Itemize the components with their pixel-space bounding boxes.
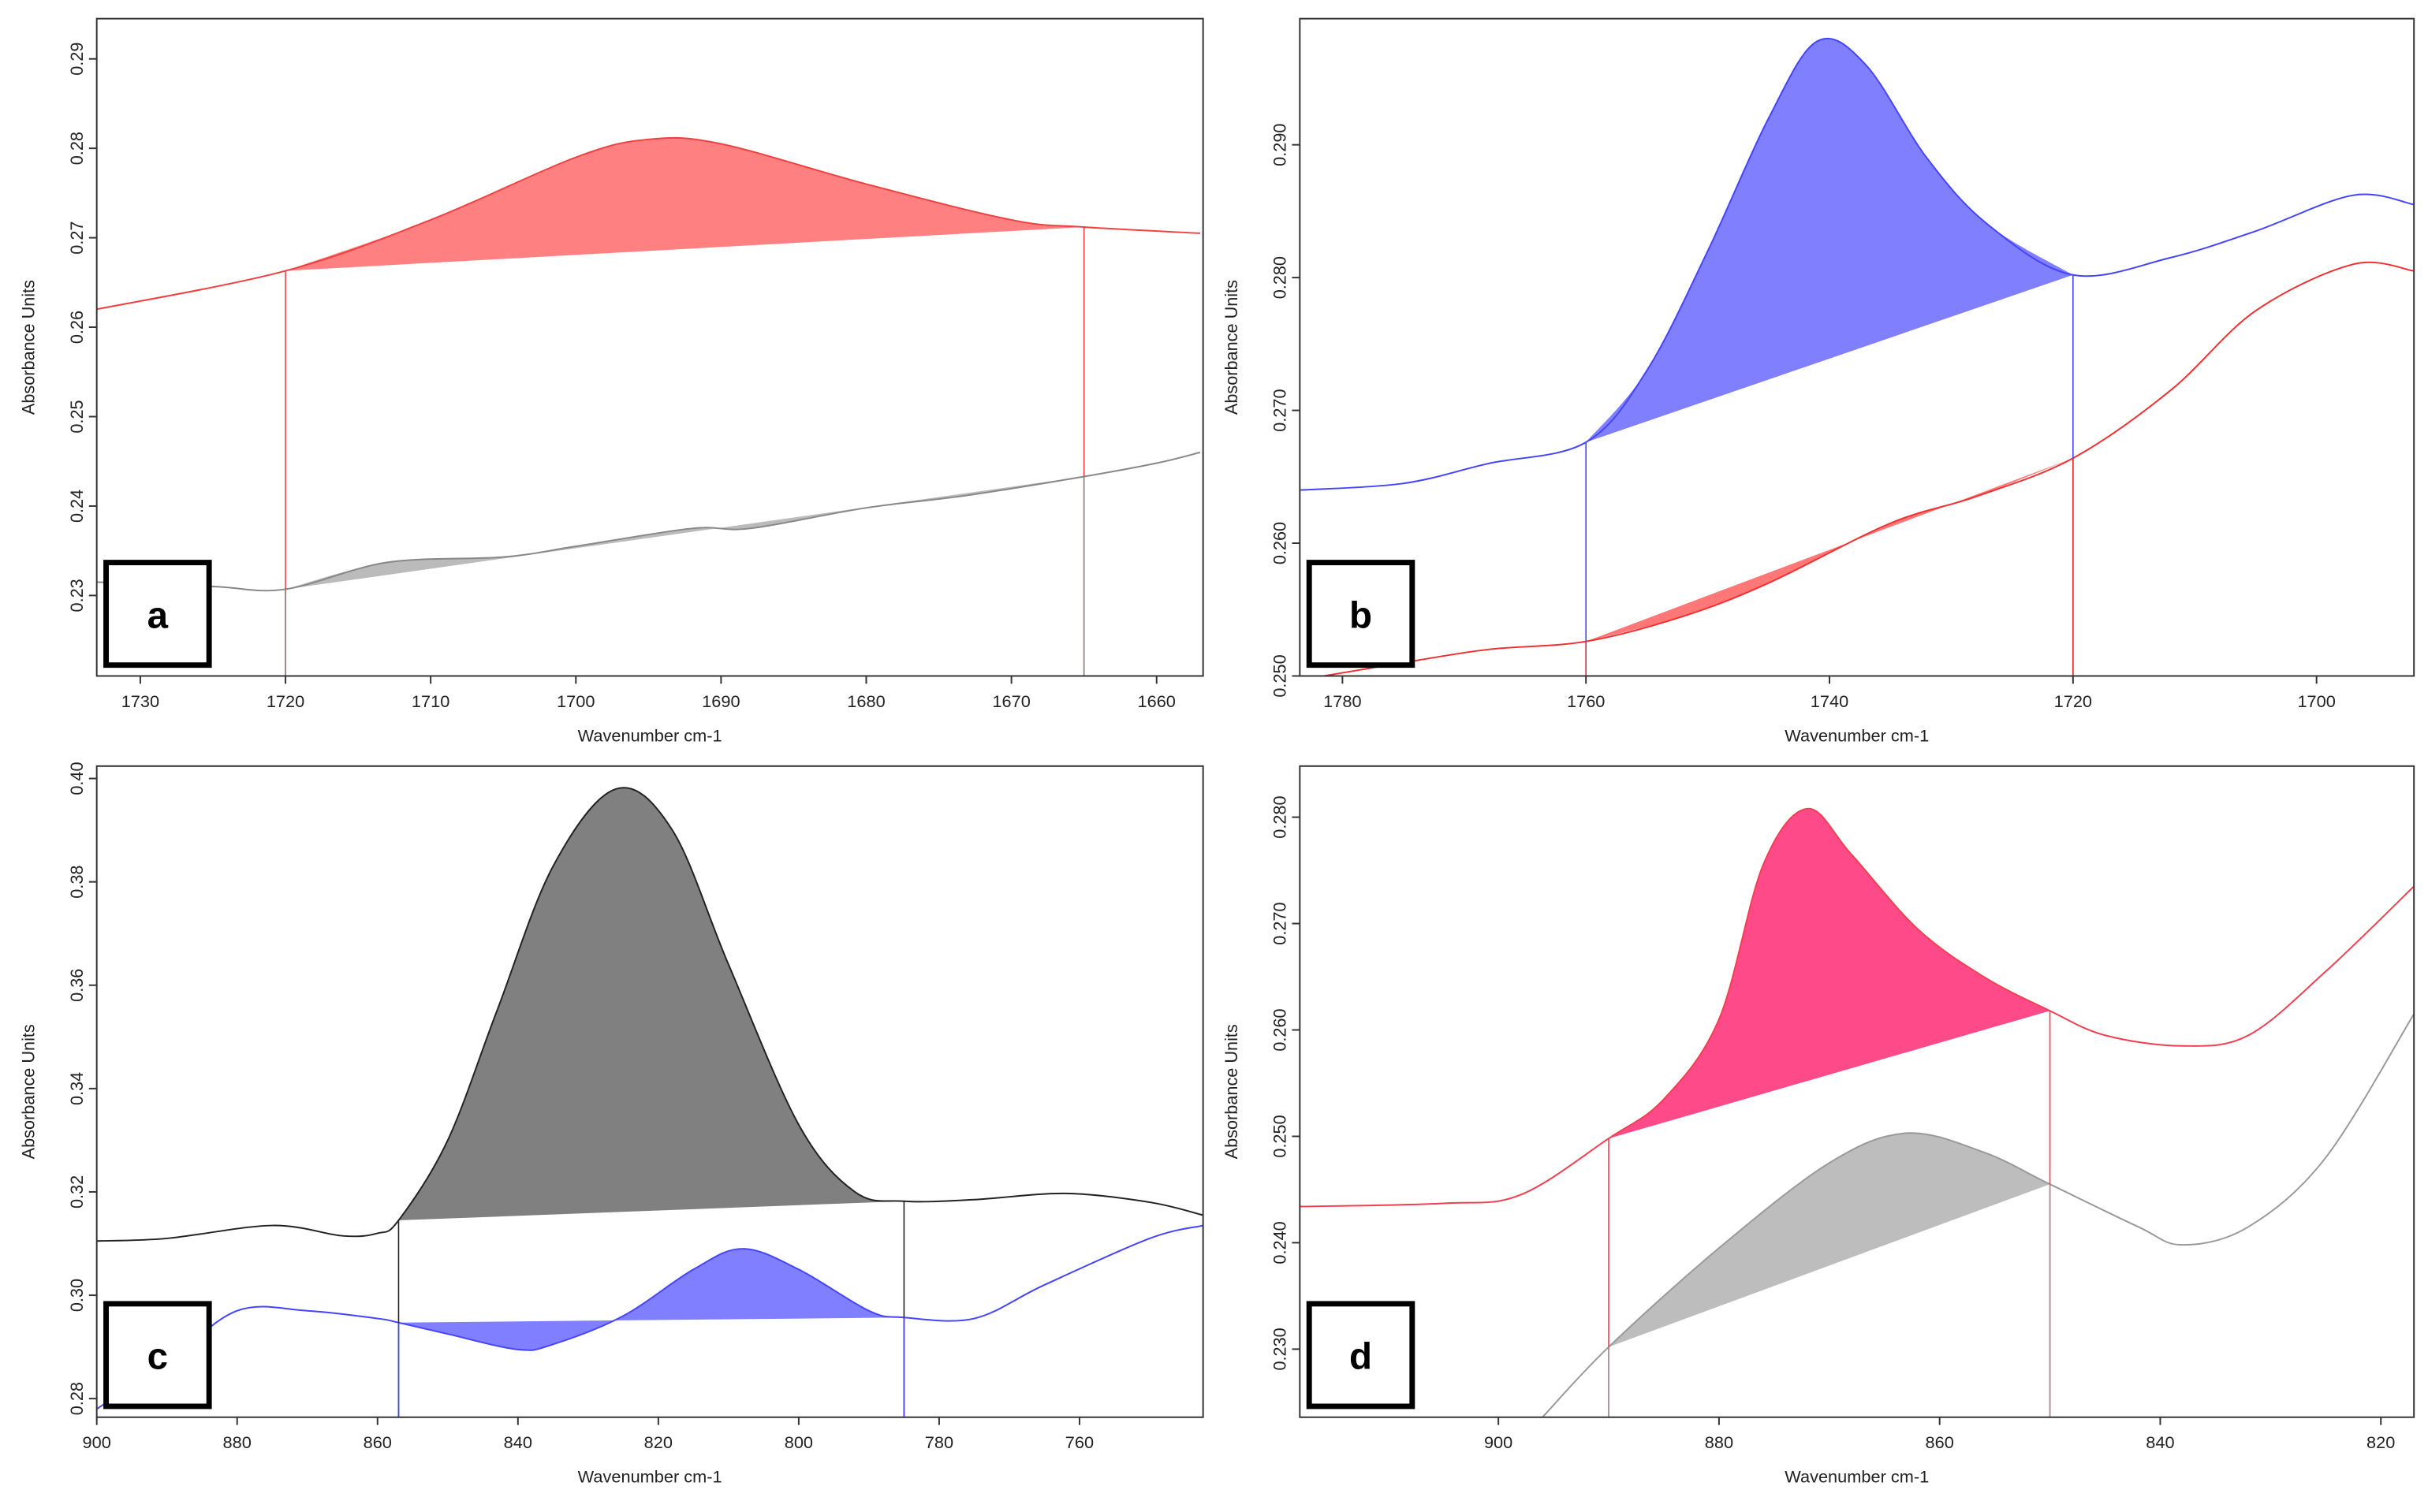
x-tick-label: 860	[1926, 1432, 1954, 1452]
panel-label-box	[1306, 560, 1415, 668]
x-tick-label: 1740	[1811, 691, 1848, 711]
x-axis-label: Wavenumber cm-1	[578, 1467, 722, 1487]
spectrum-line	[96, 451, 1201, 592]
x-tick-label: 760	[1065, 1432, 1094, 1452]
y-tick-label: 0.38	[67, 866, 87, 899]
y-tick-label: 0.40	[67, 762, 87, 795]
y-axis-label: Absorbance Units	[1221, 1024, 1241, 1159]
y-tick-label: 0.26	[67, 311, 87, 344]
integrated-area	[285, 476, 1084, 590]
spectrum-line	[96, 787, 1203, 1242]
x-tick-label: 840	[2146, 1432, 2174, 1452]
y-tick-label: 0.280	[1270, 795, 1289, 838]
panel-label-box	[1306, 1301, 1415, 1410]
panel-label: b	[1349, 594, 1372, 636]
x-tick-label: 900	[83, 1432, 111, 1452]
y-tick-label: 0.230	[1270, 1328, 1289, 1370]
y-tick-label: 0.36	[67, 969, 87, 1002]
x-tick-label: 1720	[2054, 691, 2092, 711]
y-tick-label: 0.290	[1270, 124, 1289, 166]
panel-label-box	[103, 1301, 212, 1410]
x-tick-label: 1720	[267, 691, 304, 711]
y-tick-label: 0.280	[1270, 256, 1289, 299]
y-tick-label: 0.28	[67, 132, 87, 165]
y-tick-label: 0.32	[67, 1175, 87, 1208]
plot-frame	[1299, 765, 2415, 1418]
integrated-area	[398, 788, 904, 1221]
y-tick-label: 0.250	[1270, 654, 1289, 697]
y-tick-label: 0.28	[67, 1382, 87, 1415]
y-tick-label: 0.240	[1270, 1221, 1289, 1264]
y-axis-label: Absorbance Units	[18, 280, 38, 415]
plot-frame	[1299, 17, 2415, 677]
panel-label: a	[147, 594, 169, 636]
plot-area	[1300, 807, 2415, 1417]
integrated-area	[398, 1249, 904, 1350]
x-tick-label: 820	[2366, 1432, 2395, 1452]
y-tick-label: 0.250	[1270, 1115, 1289, 1157]
spectrum-line	[1542, 1013, 2415, 1417]
panel-label: c	[147, 1336, 168, 1378]
integrated-area	[285, 137, 1084, 271]
plot-area	[96, 787, 1203, 1417]
y-tick-label: 0.30	[67, 1279, 87, 1312]
x-axis-label: Wavenumber cm-1	[1785, 1467, 1929, 1487]
integrated-area	[1609, 1133, 2050, 1347]
y-axis-label: Absorbance Units	[18, 1024, 38, 1159]
x-axis-label: Wavenumber cm-1	[578, 725, 722, 745]
y-tick-label: 0.270	[1270, 902, 1289, 944]
plot-area	[1300, 37, 2415, 676]
x-tick-label: 1710	[412, 691, 449, 711]
x-tick-label: 860	[364, 1432, 392, 1452]
x-tick-label: 780	[925, 1432, 953, 1452]
x-tick-label: 1780	[1323, 691, 1361, 711]
y-axis-label: Absorbance Units	[1221, 280, 1241, 415]
integrated-area	[1586, 458, 2073, 642]
x-tick-label: 880	[223, 1432, 252, 1452]
y-tick-label: 0.27	[67, 221, 87, 254]
spectrum-line	[1300, 37, 2415, 491]
x-tick-label: 880	[1705, 1432, 1733, 1452]
x-tick-label: 820	[644, 1432, 673, 1452]
panel: 1730 1720 1710 1700 1690 1680 1670 1660 0.23 0.24…	[18, 17, 1204, 745]
spectrum-line	[96, 1224, 1203, 1410]
plot-area	[96, 136, 1201, 676]
panel: 900 880 860 840 820 0.230 0.240 0.250 0.260 0.270…	[1221, 765, 2415, 1487]
panel-label: d	[1349, 1336, 1372, 1378]
integrated-area	[1609, 808, 2050, 1139]
panel-label-box	[103, 560, 212, 668]
plot-frame	[95, 17, 1204, 677]
y-tick-label: 0.34	[67, 1072, 87, 1105]
x-tick-label: 1660	[1138, 691, 1176, 711]
x-tick-label: 1690	[702, 691, 740, 711]
x-axis-label: Wavenumber cm-1	[1785, 725, 1929, 745]
integrated-area	[1586, 38, 2073, 443]
x-tick-label: 900	[1484, 1432, 1512, 1452]
x-tick-label: 1680	[847, 691, 885, 711]
x-tick-label: 1700	[2297, 691, 2335, 711]
spectrum-line	[96, 136, 1201, 311]
x-tick-label: 1760	[1567, 691, 1605, 711]
spectrum-line	[1318, 261, 2415, 676]
plot-frame	[95, 765, 1204, 1418]
y-tick-label: 0.260	[1270, 1008, 1289, 1051]
panel: 1780 1760 1740 1720 1700 0.250 0.260 0.270 0.280…	[1221, 17, 2415, 745]
y-tick-label: 0.24	[67, 490, 87, 523]
spectrum-line	[1300, 807, 2415, 1208]
x-tick-label: 1730	[121, 691, 159, 711]
y-tick-label: 0.23	[67, 579, 87, 612]
y-tick-label: 0.270	[1270, 389, 1289, 431]
x-tick-label: 1700	[557, 691, 595, 711]
x-tick-label: 840	[504, 1432, 532, 1452]
x-tick-label: 800	[785, 1432, 813, 1452]
y-tick-label: 0.260	[1270, 522, 1289, 564]
y-tick-label: 0.29	[67, 43, 87, 76]
x-tick-label: 1670	[992, 691, 1030, 711]
y-tick-label: 0.25	[67, 400, 87, 433]
panel: 900 880 860 840 820 800 780 760 0.28 0.30 0.32 0.34…	[18, 762, 1204, 1487]
